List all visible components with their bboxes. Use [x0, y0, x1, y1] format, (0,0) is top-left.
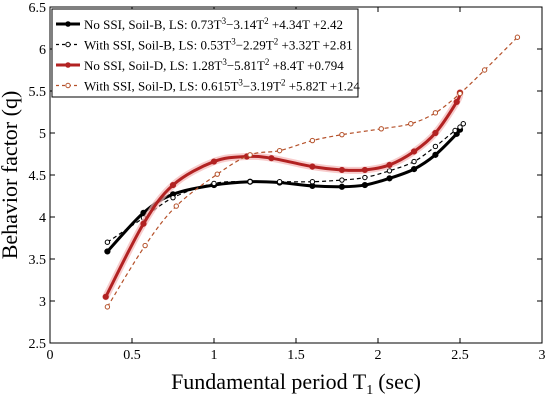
data-point [268, 155, 275, 162]
y-tick-label: 4 [39, 211, 46, 226]
data-point [338, 166, 346, 174]
data-point [170, 194, 176, 201]
data-point [339, 177, 345, 183]
legend-label: With SSI, Soil-D, LS: 0.615T3−3.19T2 +5.… [84, 78, 360, 94]
y-tick-label: 3.5 [29, 253, 47, 268]
legend-swatch-marker [65, 82, 71, 89]
data-point [386, 168, 393, 174]
x-tick-label: 2.5 [451, 348, 469, 363]
series-2 [104, 121, 466, 245]
legend-entry-1: No SSI, Soil-B, LS: 0.73T3−3.14T2 +4.34T… [56, 16, 343, 32]
series-4 [104, 34, 521, 310]
x-tick-label: 1.5 [287, 348, 305, 363]
data-point [309, 179, 316, 185]
legend-label: No SSI, Soil-B, LS: 0.73T3−3.14T2 +4.34T… [84, 16, 343, 32]
data-point [410, 166, 418, 173]
data-point [453, 98, 460, 106]
y-tick-label: 5 [39, 127, 46, 142]
x-axis-ticks: 0 0.5 1 1.5 2 2.5 3 [47, 7, 546, 363]
data-point [432, 143, 439, 150]
data-point [214, 171, 220, 177]
x-tick-label: 0.5 [123, 348, 141, 363]
data-point [386, 161, 393, 169]
data-point [142, 242, 148, 249]
data-point [452, 127, 458, 134]
y-axis-title: Behavior factor (q) [0, 91, 22, 260]
data-point [514, 34, 521, 40]
data-point [339, 131, 345, 138]
data-point [411, 158, 417, 165]
legend: No SSI, Soil-B, LS: 0.73T3−3.14T2 +4.34T… [51, 8, 360, 98]
y-tick-label: 6 [39, 43, 46, 58]
series-3 [102, 89, 464, 301]
y-tick-label: 3 [39, 295, 46, 310]
data-point [410, 148, 418, 155]
data-point [140, 220, 147, 227]
data-point [276, 179, 283, 185]
data-point [362, 174, 368, 181]
data-point [432, 151, 439, 158]
y-axis-ticks: 2.5 3 3.5 4 4.5 5 5.5 6 6.5 [29, 1, 542, 352]
data-point [309, 163, 316, 170]
legend-entry-2: With SSI, Soil-B, LS: 0.53T3−2.29T2 +3.3… [56, 37, 353, 53]
data-point [210, 158, 218, 165]
data-point [276, 147, 283, 154]
series-layer [102, 34, 521, 310]
data-point [361, 166, 368, 174]
data-point [460, 121, 466, 127]
legend-entry-3: No SSI, Soil-D, LS: 1.28T3−5.81T2 +8.4T … [56, 57, 344, 73]
data-point [104, 239, 111, 245]
data-point [457, 124, 463, 130]
data-point [247, 152, 253, 158]
x-tick-label: 1 [211, 348, 218, 363]
x-axis-title: Fundamental period T1 (sec) [171, 369, 421, 398]
legend-swatch-marker [65, 21, 71, 27]
y-tick-label: 5.5 [29, 85, 47, 100]
x-tick-label: 0 [47, 348, 54, 363]
data-point [247, 179, 253, 185]
x-tick-label: 3 [539, 348, 546, 363]
data-point [173, 203, 179, 209]
legend-label: No SSI, Soil-D, LS: 1.28T3−5.81T2 +8.4T … [84, 57, 344, 73]
legend-swatch-marker [65, 62, 71, 68]
data-point [104, 304, 111, 310]
data-point [432, 110, 439, 116]
data-point [309, 137, 316, 144]
data-point [211, 180, 217, 187]
legend-entry-4: With SSI, Soil-D, LS: 0.615T3−3.19T2 +5.… [56, 78, 360, 94]
legend-swatch-marker [65, 41, 71, 48]
series-line [107, 123, 464, 243]
legend-label: With SSI, Soil-B, LS: 0.53T3−2.29T2 +3.3… [84, 37, 353, 53]
data-point [169, 181, 177, 189]
data-point [102, 293, 109, 300]
data-point [361, 181, 368, 189]
data-point [408, 121, 414, 127]
y-tick-label: 6.5 [29, 1, 47, 16]
data-point [432, 129, 439, 137]
y-tick-label: 2.5 [29, 337, 47, 352]
legend-box [51, 8, 359, 98]
y-tick-label: 4.5 [29, 169, 47, 184]
data-point [457, 90, 463, 97]
x-tick-label: 2 [375, 348, 382, 363]
data-point [481, 67, 488, 73]
data-point [386, 175, 393, 182]
data-point [104, 248, 111, 255]
data-point [338, 183, 346, 190]
data-point [378, 126, 384, 132]
